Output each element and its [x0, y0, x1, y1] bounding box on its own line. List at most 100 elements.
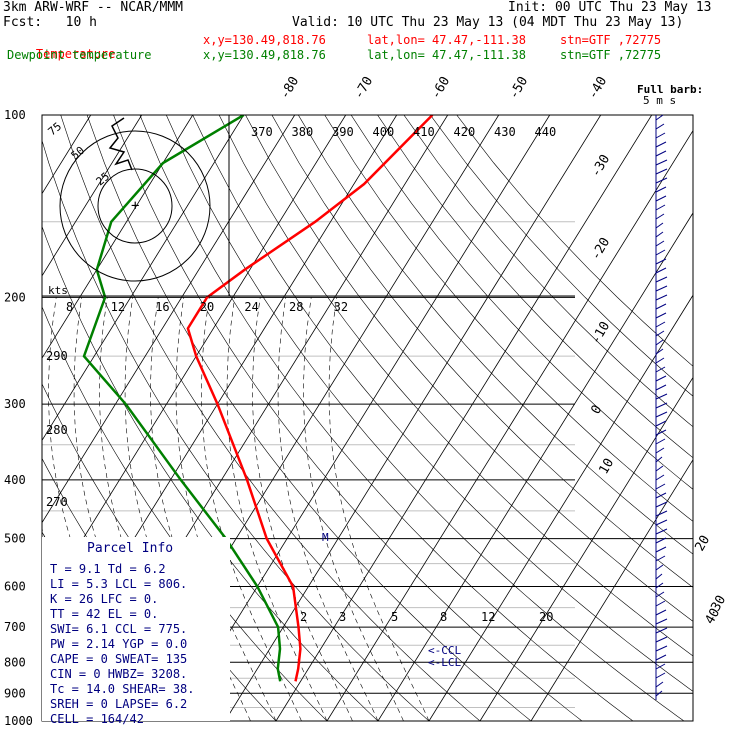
- isotherm-label: -30: [588, 152, 613, 180]
- isotherm-line: [42, 115, 245, 442]
- forecast-hour: Fcst: 10 h: [3, 15, 97, 30]
- mixing-ratio-label: 8: [440, 610, 447, 624]
- dry-adiabat: [86, 115, 532, 721]
- wind-barb: [655, 618, 668, 625]
- theta-e-label: 370: [251, 125, 273, 139]
- inset-left-label: 280: [46, 423, 68, 437]
- isotherm-label: 20: [692, 533, 713, 554]
- wind-barb: [655, 546, 667, 553]
- parcel-info-row: TT = 42 EL = 0.: [50, 607, 158, 621]
- parcel-info-title: Parcel Info: [87, 541, 173, 556]
- valid-time: Valid: 10 UTC Thu 23 May 13 (04 MDT Thu …: [292, 15, 684, 30]
- model-title: 3km ARW-WRF -- NCAR/MMM: [3, 0, 184, 15]
- dry-adiabat: [60, 115, 481, 721]
- wind-barb: [655, 555, 666, 562]
- moist-adiabat: [328, 297, 430, 721]
- wind-barb: [655, 429, 667, 436]
- wind-barb: [655, 609, 667, 616]
- legend-dewpoint-label: Dewpoint temperature: [7, 48, 152, 62]
- dry-adiabat: [113, 115, 583, 721]
- temperature-profile: [186, 115, 434, 682]
- plot-frame: [41, 114, 694, 722]
- isotherm-line: [42, 115, 296, 524]
- wind-barb: [655, 438, 666, 445]
- hodograph-ring-label: 25: [94, 170, 113, 188]
- inset-left-label: 270: [46, 495, 68, 509]
- pressure-tick-label: 600: [4, 580, 26, 594]
- pressure-tick-label: 200: [4, 290, 26, 304]
- isotherm-label: -20: [588, 235, 613, 263]
- isotherm-label: 30: [708, 593, 729, 614]
- wind-barb: [655, 303, 667, 310]
- wind-barb: [655, 393, 668, 400]
- isotherm-label: 10: [596, 456, 617, 477]
- wind-barb: [655, 447, 665, 454]
- isotherm-line: [479, 376, 693, 721]
- isotherm-line: [326, 129, 693, 721]
- wind-barb: [655, 132, 666, 139]
- parcel-info-row: Tc = 14.0 SHEAR= 38.: [50, 682, 195, 696]
- wind-barb: [655, 672, 666, 679]
- dry-adiabat: [377, 115, 693, 459]
- wind-barb: [655, 519, 668, 526]
- isotherm-label: -70: [351, 74, 376, 102]
- theta-e-label: 440: [535, 125, 557, 139]
- dry-adiabat: [324, 115, 693, 522]
- wind-barb: [655, 582, 664, 589]
- wind-barb: [655, 411, 668, 418]
- wind-barb: [655, 348, 664, 355]
- moist-adiabat: [226, 297, 328, 721]
- dry-adiabat: [139, 115, 634, 721]
- wind-barb: [655, 231, 664, 238]
- wind-barb: [655, 168, 668, 175]
- isotherm-label: -80: [277, 74, 302, 102]
- mixing-ratio-label: 5: [391, 610, 398, 624]
- theta-e-label: 400: [373, 125, 395, 139]
- wind-barb: [655, 645, 668, 652]
- moist-adiabat: [201, 297, 302, 721]
- pressure-tick-label: 300: [4, 397, 26, 411]
- pressure-tick-label: 100: [4, 108, 26, 122]
- wind-barb: [655, 213, 665, 220]
- mixing-ratio-label: 2: [300, 610, 307, 624]
- lcl-annotation: <-LCL: [428, 656, 461, 669]
- parcel-info-row: SREH = 0 LAPSE= 6.2: [50, 697, 187, 711]
- legend-temperature-stn: stn=GTF ,72775: [560, 33, 662, 47]
- hodograph-trace: [108, 117, 133, 171]
- dry-adiabat: [192, 115, 693, 692]
- wind-barb: [655, 573, 663, 580]
- dry-adiabat: [218, 115, 693, 657]
- mixing-ratio-label: 12: [481, 610, 495, 624]
- wind-barb: [655, 690, 663, 697]
- m-marker: M: [322, 531, 329, 544]
- wind-barb: [655, 249, 666, 256]
- isotherm-line: [275, 115, 653, 721]
- legend-dewpoint-xy: x,y=130.49,818.76: [203, 48, 326, 62]
- parcel-info-row: SWI= 6.1 CCL = 775.: [50, 622, 187, 636]
- wind-barb: [655, 420, 667, 427]
- dewpoint-profile: [82, 115, 282, 682]
- inset-temp-label: 32: [334, 300, 348, 314]
- legend-dewpoint-latlon: lat,lon= 47.47,-111.38: [367, 48, 526, 62]
- inset-temp-label: 28: [289, 300, 303, 314]
- wind-barb: [655, 114, 664, 121]
- dry-adiabat: [42, 139, 430, 721]
- parcel-info-box: [42, 537, 230, 721]
- wind-barb: [655, 150, 667, 157]
- isotherm-label: 40: [702, 606, 723, 627]
- wind-barb: [655, 339, 664, 346]
- moist-adiabat: [277, 297, 379, 721]
- wind-barb: [655, 474, 665, 481]
- wind-barb: [655, 492, 667, 499]
- inset-temp-label: 12: [111, 300, 125, 314]
- hodograph-ring: [59, 130, 211, 282]
- wind-barb: [655, 186, 667, 193]
- legend-temperature-xy: x,y=130.49,818.76: [203, 33, 326, 47]
- theta-e-label: 410: [413, 125, 435, 139]
- wind-barb: [655, 627, 668, 634]
- wind-barb: [655, 204, 666, 211]
- theta-e-label: 380: [292, 125, 314, 139]
- wind-barb: [655, 375, 667, 382]
- dry-adiabat: [245, 115, 693, 622]
